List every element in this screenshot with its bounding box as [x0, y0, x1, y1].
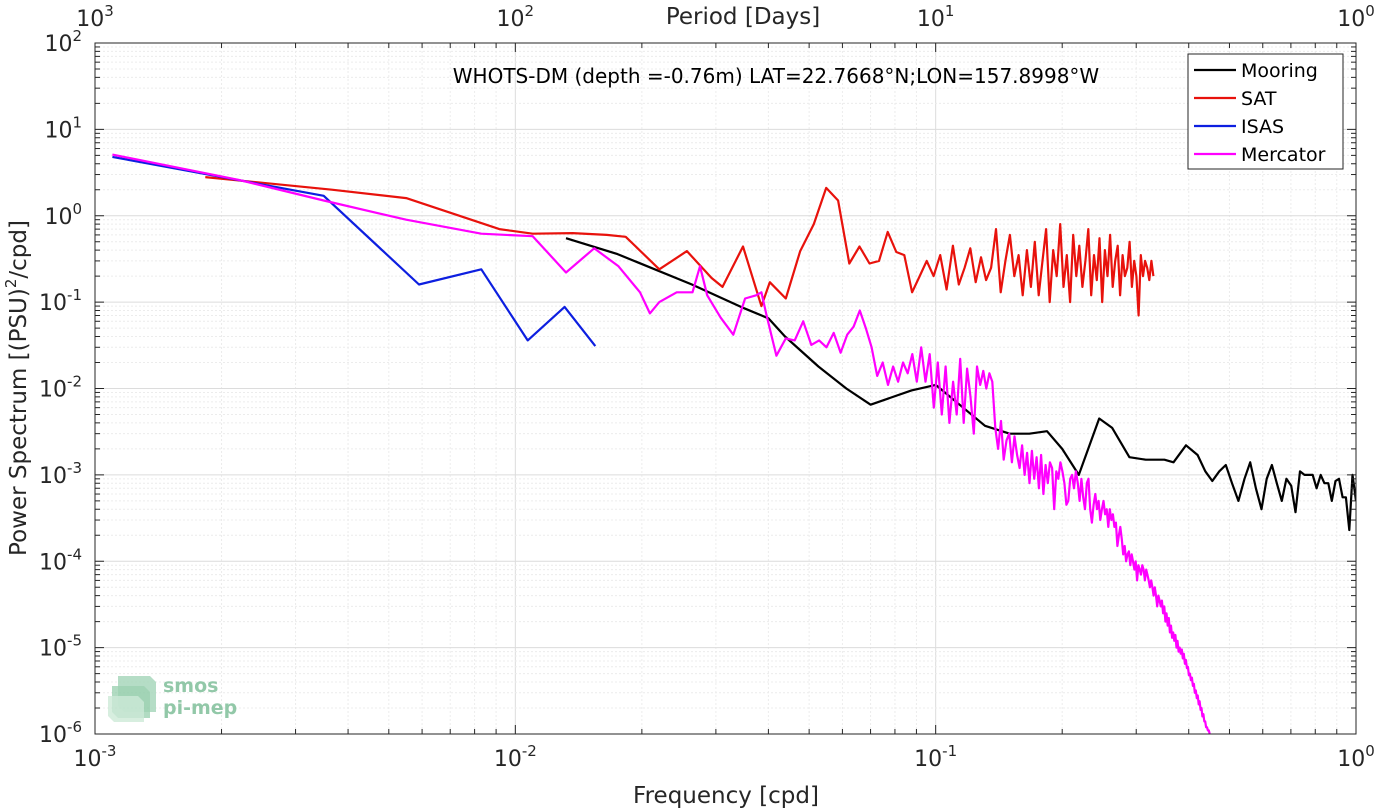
top-tick-label: 102	[497, 2, 535, 32]
legend: Mooring SAT ISAS Mercator	[1187, 53, 1344, 170]
y-tick-label-base: 10	[39, 723, 67, 748]
series-line-mercator	[112, 153, 1211, 734]
y-tick-label-exponent: -6	[67, 718, 82, 736]
y-tick-label-base: 10	[44, 118, 72, 143]
y-tick-label-exponent: -3	[67, 459, 82, 477]
x-tick-label: 10-3	[74, 742, 117, 772]
y-tick-label: 101	[44, 113, 82, 143]
series-line-isas	[112, 155, 597, 347]
logo-mark-icon	[108, 676, 156, 722]
x-tick-label-base: 10	[494, 747, 522, 772]
x-tick-label-base: 10	[74, 747, 102, 772]
x-tick-label-base: 10	[1337, 747, 1365, 772]
y-tick-label: 10-6	[39, 718, 82, 748]
y-tick-label-base: 10	[39, 637, 67, 662]
smos-pi-mep-logo: smos pi-mep	[108, 675, 237, 722]
tick-marks	[94, 42, 1357, 735]
x-tick-label: 10-1	[914, 742, 957, 772]
top-tick-label-base: 10	[917, 7, 945, 32]
x-tick-labels: 10-3 10-2 10-1 100	[74, 742, 1375, 772]
y-tick-label: 100	[44, 200, 82, 230]
y-tick-label-base: 10	[44, 32, 72, 57]
y-tick-label-exponent: -5	[67, 632, 82, 650]
x-tick-label-base: 10	[914, 747, 942, 772]
y-tick-label-exponent: 1	[72, 113, 82, 131]
x-tick-label: 100	[1337, 742, 1375, 772]
series-line-mooring	[565, 237, 1356, 532]
y-axis-label-main: Power Spectrum [(PSU)	[6, 288, 32, 556]
y-tick-label-base: 10	[44, 205, 72, 230]
top-tick-label: 101	[917, 2, 955, 32]
top-tick-label: 103	[76, 2, 114, 32]
x-tick-label-exponent: 0	[1365, 742, 1375, 760]
y-tick-label: 10-5	[39, 632, 82, 662]
y-tick-label-exponent: 2	[72, 27, 82, 45]
legend-label-mercator: Mercator	[1241, 144, 1326, 166]
y-tick-label-exponent: -1	[67, 286, 82, 304]
y-tick-label-base: 10	[39, 378, 67, 403]
series-line-sat	[205, 176, 1155, 317]
y-tick-label-exponent: -2	[67, 373, 82, 391]
legend-label-sat: SAT	[1241, 88, 1277, 110]
x-tick-label-exponent: -1	[942, 742, 957, 760]
y-tick-label: 10-4	[39, 545, 82, 575]
top-tick-labels: 103 102 101 100	[76, 2, 1375, 32]
y-tick-label: 10-1	[39, 286, 82, 316]
top-tick-label-exponent: 1	[945, 2, 955, 20]
legend-box	[1187, 53, 1344, 170]
top-tick-label-base: 10	[1337, 7, 1365, 32]
top-axis-label: Period [Days]	[666, 4, 820, 30]
legend-label-mooring: Mooring	[1241, 60, 1318, 82]
y-axis-label: Power Spectrum [(PSU)2/cpd]	[2, 220, 32, 556]
y-tick-label: 102	[44, 27, 82, 57]
logo-line-2: pi-mep	[163, 697, 237, 719]
y-tick-label-base: 10	[39, 464, 67, 489]
x-axis-label: Frequency [cpd]	[633, 783, 819, 809]
y-tick-label-base: 10	[39, 550, 67, 575]
top-tick-label-exponent: 2	[525, 2, 535, 20]
top-tick-label: 100	[1337, 2, 1375, 32]
x-tick-label-exponent: -2	[522, 742, 537, 760]
top-tick-label-base: 10	[497, 7, 525, 32]
y-axis-label-sup: 2	[2, 279, 20, 289]
y-tick-label-base: 10	[39, 291, 67, 316]
station-annotation: WHOTS-DM (depth =-0.76m) LAT=22.7668°N;L…	[453, 64, 1100, 88]
series-group	[112, 153, 1356, 734]
y-tick-label-exponent: 0	[72, 200, 82, 218]
y-axis-label-tail: /cpd]	[6, 220, 32, 279]
x-tick-label-exponent: -3	[102, 742, 117, 760]
y-tick-label-exponent: -4	[67, 545, 82, 563]
y-tick-label: 10-2	[39, 373, 82, 403]
top-tick-label-exponent: 3	[104, 2, 114, 20]
logo-line-1: smos	[163, 675, 218, 697]
y-tick-label: 10-3	[39, 459, 82, 489]
top-tick-label-exponent: 0	[1365, 2, 1375, 20]
x-tick-label: 10-2	[494, 742, 537, 772]
legend-label-isas: ISAS	[1241, 116, 1284, 138]
top-tick-label-base: 10	[76, 7, 104, 32]
